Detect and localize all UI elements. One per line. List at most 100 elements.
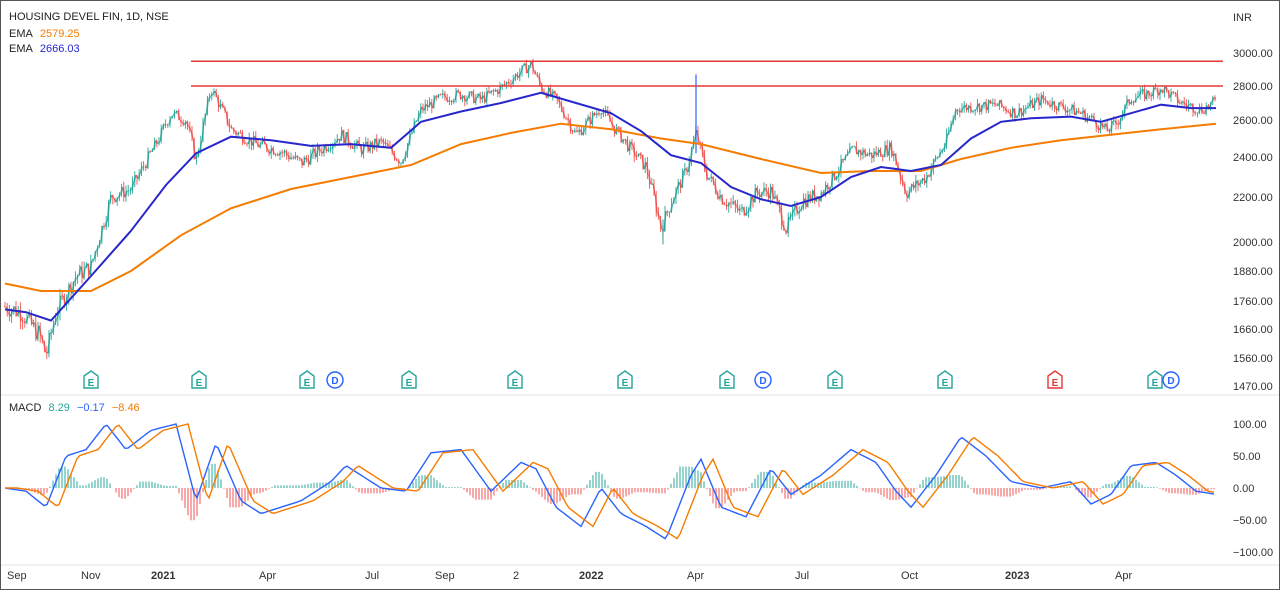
candle-body <box>756 187 759 194</box>
candle-body <box>751 196 755 203</box>
macd-axis-tick-label: −100.00 <box>1233 547 1273 559</box>
candle-body <box>118 194 121 198</box>
candle-body <box>958 110 962 113</box>
candle-body <box>511 78 515 85</box>
candle-body <box>1105 123 1109 132</box>
macd-axis-tick-label: −50.00 <box>1233 515 1267 527</box>
candle-body <box>25 316 29 324</box>
candle-body <box>938 151 942 158</box>
candle-body <box>272 147 275 155</box>
candle-body <box>1046 100 1050 105</box>
candle-body <box>610 121 614 127</box>
candle-body <box>327 148 330 152</box>
candle-body <box>170 115 174 119</box>
candle-body <box>659 216 662 229</box>
candle-body <box>1048 104 1052 107</box>
candle-body <box>991 102 994 105</box>
candle-body <box>714 183 717 193</box>
time-axis-label: Oct <box>901 570 918 582</box>
candle-body <box>674 188 678 199</box>
candle-body <box>41 336 44 342</box>
candle-body <box>320 151 324 154</box>
candle-body <box>36 325 40 340</box>
earnings-marker-shape <box>401 370 417 389</box>
candle-body <box>560 103 563 112</box>
candle-body <box>157 140 161 145</box>
candle-body <box>540 83 544 92</box>
candle-body <box>1207 105 1210 108</box>
candle-body <box>454 90 458 101</box>
candle-body <box>461 95 464 100</box>
candle-body <box>1119 118 1122 125</box>
candle-body <box>1050 101 1054 107</box>
dividend-marker-label: D <box>1167 376 1174 387</box>
candle-body <box>32 322 35 325</box>
macd-label: MACD <box>9 402 42 414</box>
candle-body <box>643 162 647 170</box>
price-axis-tick-label: 1660.00 <box>1233 324 1273 336</box>
candle-body <box>1141 88 1144 92</box>
candle-body <box>1009 111 1012 117</box>
dividend-marker-circle <box>326 371 344 389</box>
candle-body <box>1163 86 1166 93</box>
candle-body <box>571 130 574 133</box>
macd-axis-tick-label: 100.00 <box>1233 419 1267 431</box>
time-axis-label: Apr <box>687 570 704 582</box>
candle-body <box>1169 91 1173 98</box>
candle-body <box>580 129 583 136</box>
dividend-marker: D <box>326 371 344 389</box>
candle-body <box>1202 112 1206 115</box>
candle-body <box>360 146 363 155</box>
earnings-marker-shape <box>83 370 99 389</box>
candle-body <box>430 102 434 109</box>
candle-body <box>505 81 508 86</box>
candle-body <box>637 153 640 157</box>
candle-body <box>575 130 579 133</box>
earnings-marker-label: E <box>1052 378 1059 389</box>
candle-body <box>987 100 990 111</box>
candle-body <box>690 148 693 162</box>
candle-body <box>868 152 871 155</box>
candle-body <box>1004 107 1008 112</box>
candle-body <box>710 176 713 179</box>
candle-body <box>775 196 779 202</box>
macd-axis-tick-label: 0.00 <box>1233 483 1254 495</box>
candle-body <box>135 174 139 180</box>
candle-body <box>929 168 933 177</box>
candle-body <box>43 341 46 353</box>
macd-histogram <box>7 463 1215 521</box>
candle-body <box>164 123 167 126</box>
earnings-marker: E <box>617 370 633 389</box>
candle-body <box>34 322 38 340</box>
candle-body <box>892 153 896 157</box>
candle-body <box>236 132 240 136</box>
candle-body <box>918 181 922 186</box>
candle-body <box>225 111 229 125</box>
candle-body <box>577 129 581 133</box>
time-axis-label: 2021 <box>151 570 175 582</box>
candle-body <box>1185 103 1188 107</box>
ema-fast-label: EMA <box>9 28 33 40</box>
candle-body <box>137 172 141 179</box>
candle-body <box>731 201 735 204</box>
candle-body <box>685 168 689 173</box>
candle-body <box>111 194 115 199</box>
candle-body <box>265 144 269 151</box>
candle-body <box>1011 108 1014 117</box>
candle-body <box>1209 102 1212 108</box>
earnings-marker-label: E <box>942 378 949 389</box>
candle-body <box>234 131 238 135</box>
candle-body <box>1160 89 1164 93</box>
candle-body <box>1125 99 1129 106</box>
candle-body <box>912 184 915 189</box>
candle-body <box>927 174 931 178</box>
candle-body <box>316 146 319 157</box>
candle-body <box>346 131 350 144</box>
candle-body <box>998 100 1001 106</box>
candle-body <box>855 146 858 155</box>
candle-body <box>996 104 999 107</box>
candle-body <box>1035 97 1039 101</box>
candle-body <box>943 146 946 151</box>
candle-body <box>54 318 57 325</box>
